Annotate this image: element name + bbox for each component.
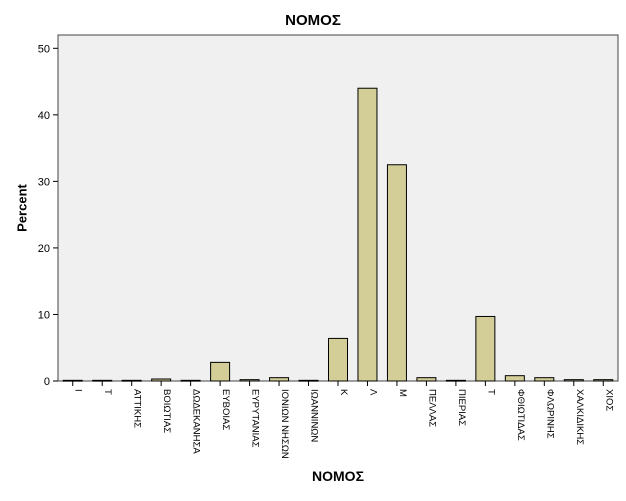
bar [328,337,348,382]
x-tick-label: ΕΥΒΟΙΑΣ [220,389,231,430]
x-tick-label: ΙΟΝΙΩΝ ΝΗΣΩΝ [279,389,290,459]
bar [357,87,378,382]
y-tick-label: 10 [38,309,50,321]
x-tick-label: ΦΘΙΩΤΙΔΑΣ [515,389,526,441]
x-axis-title: ΝΟΜΟΣ [312,468,364,484]
x-tick-label: ΑΤΤΙΚΗΣ [132,389,143,428]
x-tick-label: ΧΙΟΣ [603,389,614,411]
x-tick-label: ΦΛΩΡΙΝΗΣ [544,389,555,439]
bar [386,164,407,382]
plot-area [57,34,619,382]
y-tick-label: 0 [44,376,50,388]
x-tick-label: Τ [485,389,496,395]
y-tick-label: 20 [38,243,50,255]
x-tick-label: ΠΕΛΛΑΣ [426,389,437,427]
bar [534,377,555,382]
y-tick-label: 50 [38,43,50,55]
chart-title: ΝΟΜΟΣ [285,12,341,29]
bar [239,379,260,382]
bar [504,375,525,382]
x-tick-label: Ι [73,389,84,392]
x-tick-label: ΠΙΕΡΙΑΣ [456,389,467,426]
bar [563,379,584,382]
x-tick-label: ΙΩΑΝΝΙΝΩΝ [309,389,320,442]
x-tick-label: ΒΟΙΩΤΙΑΣ [161,389,172,433]
bar [416,377,437,382]
x-tick-label: Λ [367,389,378,396]
bar [269,377,290,382]
bar [593,379,614,382]
x-tick-label: ΧΑΛΚΙΔΙΚΗΣ [574,389,585,445]
bar [210,361,231,382]
x-tick-label: Κ [338,389,349,396]
x-tick-label: ΔΩΔΕΚΑΝΗΣΑ [191,389,202,454]
bar [151,378,172,382]
y-tick-label: 40 [38,110,50,122]
x-tick-label: Μ [397,389,408,397]
y-tick-label: 30 [38,176,50,188]
x-tick-label: Τ [102,389,113,395]
x-tick-label: ΕΥΡΥΤΑΝΙΑΣ [250,389,261,448]
bar [475,315,496,382]
